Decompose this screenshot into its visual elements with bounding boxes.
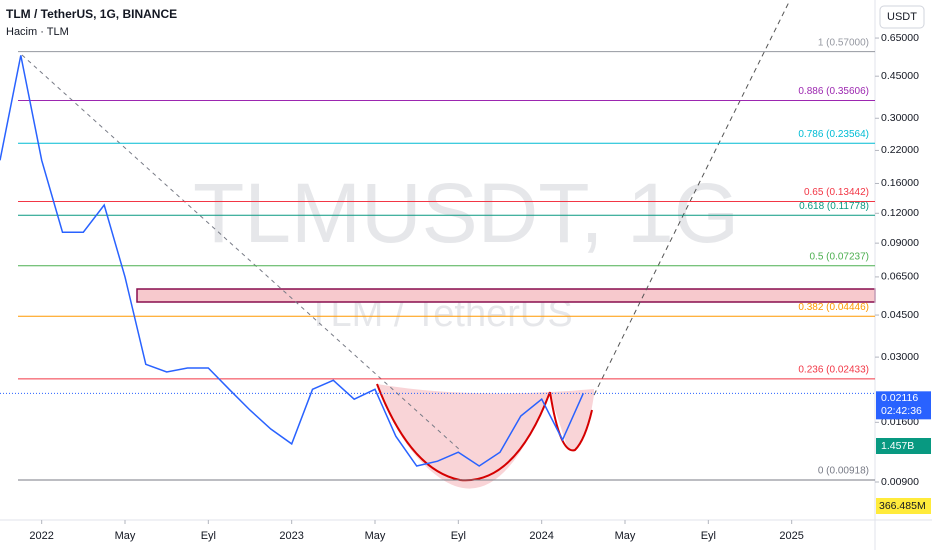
trend-line bbox=[21, 54, 461, 451]
fib-label: 1 (0.57000) bbox=[818, 37, 869, 48]
volume-ma-tag-box bbox=[876, 498, 931, 514]
volume-tag-box bbox=[876, 438, 931, 454]
x-tick-label: Eyl bbox=[701, 530, 716, 542]
y-tick-label: 0.09000 bbox=[881, 237, 919, 249]
y-tick-label: 0.65000 bbox=[881, 32, 919, 44]
y-tick-label: 0.00900 bbox=[881, 476, 919, 488]
fib-label: 0 (0.00918) bbox=[818, 466, 869, 477]
x-tick-label: May bbox=[365, 530, 386, 542]
fib-label: 0.786 (0.23564) bbox=[798, 129, 869, 140]
x-tick-label: May bbox=[615, 530, 636, 542]
fib-label: 0.382 (0.04446) bbox=[798, 302, 869, 313]
price-tag: 0.02116 bbox=[881, 392, 918, 404]
watermark: TLMUSDT, 1G bbox=[193, 166, 739, 260]
price-line bbox=[0, 55, 584, 467]
target-line bbox=[593, 0, 791, 396]
volume-ma-tag: 366.485M bbox=[879, 500, 926, 512]
currency-label[interactable]: USDT bbox=[887, 11, 917, 23]
volume-tag: 1.457B bbox=[881, 440, 914, 452]
y-tick-label: 0.30000 bbox=[881, 112, 919, 124]
resistance-zone bbox=[136, 288, 876, 303]
y-tick-label: 0.04500 bbox=[881, 309, 919, 321]
handle-curve bbox=[549, 391, 593, 452]
x-tick-label: May bbox=[115, 530, 136, 542]
x-tick-label: Eyl bbox=[451, 530, 466, 542]
chart-title: TLM / TetherUS, 1G, BINANCE bbox=[6, 7, 177, 21]
fib-label: 0.5 (0.07237) bbox=[810, 251, 870, 262]
x-tick-label: Eyl bbox=[201, 530, 216, 542]
x-tick-label: 2024 bbox=[529, 530, 553, 542]
currency-button[interactable] bbox=[879, 5, 925, 29]
fib-label: 0.886 (0.35606) bbox=[798, 86, 869, 97]
y-tick-label: 0.03000 bbox=[881, 351, 919, 363]
fib-label: 0.65 (0.13442) bbox=[804, 187, 869, 198]
countdown: 02:42:36 bbox=[881, 405, 922, 417]
price-tag-box bbox=[876, 391, 931, 420]
fib-label: 0.236 (0.02433) bbox=[798, 364, 869, 375]
y-tick-label: 0.06500 bbox=[881, 271, 919, 283]
y-tick-label: 0.12000 bbox=[881, 207, 919, 219]
subtitle: Hacim · TLM bbox=[6, 26, 69, 38]
y-tick-label: 0.45000 bbox=[881, 70, 919, 82]
y-tick-label: 0.16000 bbox=[881, 177, 919, 189]
x-tick-label: 2022 bbox=[29, 530, 53, 542]
x-tick-label: 2023 bbox=[279, 530, 303, 542]
fib-label: 0.618 (0.11778) bbox=[799, 201, 869, 212]
x-tick-label: 2025 bbox=[779, 530, 803, 542]
y-tick-label: 0.22000 bbox=[881, 144, 919, 156]
